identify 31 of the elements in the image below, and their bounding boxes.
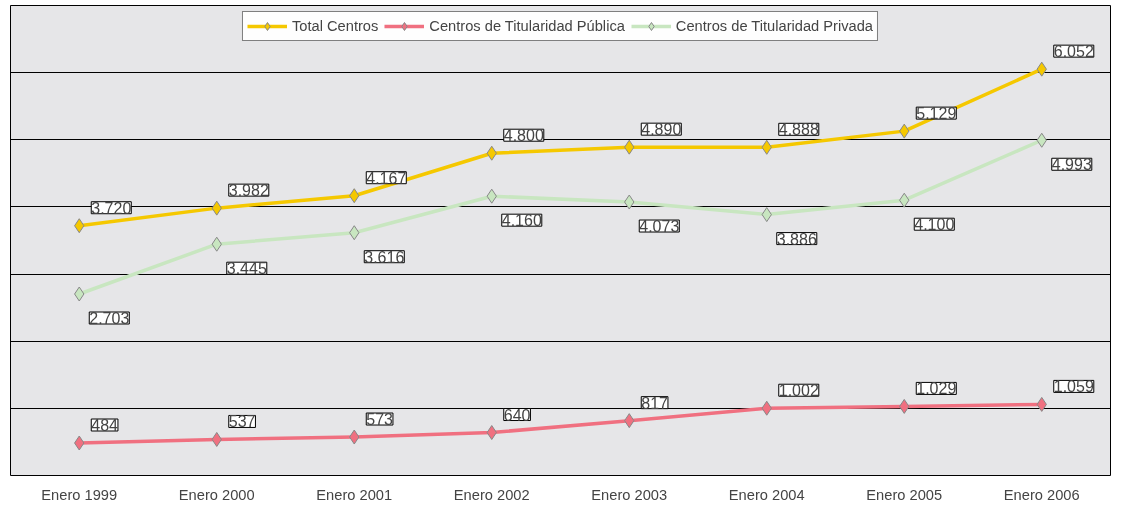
x-tick-label: Enero 2004 <box>728 486 805 503</box>
data-label: 1.029 <box>916 380 957 398</box>
data-label: 4.073 <box>639 218 680 236</box>
x-tick-label: Enero 2000 <box>178 486 255 503</box>
data-label: 537 <box>228 413 256 431</box>
data-label: 4.888 <box>778 121 819 139</box>
x-tick-label: Enero 2005 <box>866 486 943 503</box>
data-label: 4.160 <box>501 212 542 230</box>
legend-label: Centros de Titularidad Privada <box>675 18 874 34</box>
data-label: 817 <box>641 394 669 412</box>
data-label: 5.129 <box>916 105 957 123</box>
data-label: 1.059 <box>1053 378 1094 396</box>
data-label: 3.720 <box>91 199 132 217</box>
data-label: 2.703 <box>89 310 130 328</box>
data-label: 4.800 <box>503 127 544 145</box>
data-label: 3.445 <box>226 260 267 278</box>
data-label: 4.100 <box>914 216 955 234</box>
x-tick-label: Enero 1999 <box>41 486 118 503</box>
x-tick-label: Enero 2006 <box>1003 486 1080 503</box>
data-label: 3.982 <box>228 182 269 200</box>
legend-label: Centros de Titularidad Pública <box>429 18 625 34</box>
legend-label: Total Centros <box>291 18 379 34</box>
data-label: 6.052 <box>1053 43 1094 61</box>
x-tick-label: Enero 2003 <box>591 486 668 503</box>
data-label: 640 <box>503 406 531 424</box>
x-tick-label: Enero 2001 <box>316 486 393 503</box>
data-label: 3.616 <box>364 248 405 266</box>
x-tick-label: Enero 2002 <box>453 486 530 503</box>
data-label: 4.890 <box>641 121 682 139</box>
data-label: 3.886 <box>776 230 817 248</box>
data-label: 4.167 <box>366 169 407 187</box>
